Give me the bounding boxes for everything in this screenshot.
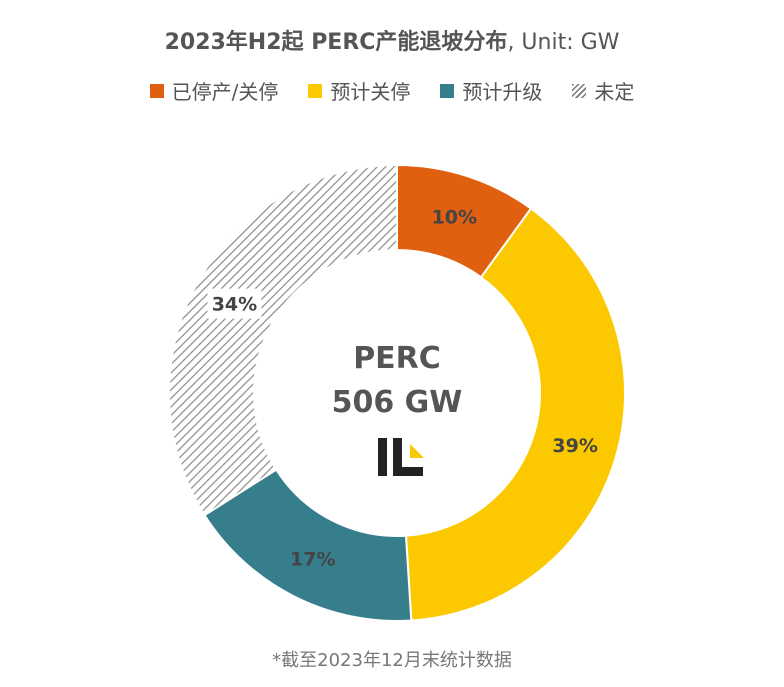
slice-label-text: 39% bbox=[552, 435, 597, 457]
legend-item-expected-upgrade: 预计升级 bbox=[440, 76, 542, 105]
slice-label-background bbox=[207, 288, 262, 319]
donut-slices bbox=[168, 163, 626, 622]
center-label-total: 506 GW bbox=[332, 385, 463, 420]
chart-title-unit: , Unit: GW bbox=[507, 30, 620, 55]
legend-item-expected-shutdown: 预计关停 bbox=[308, 76, 410, 105]
slice-label-text: 10% bbox=[432, 207, 477, 229]
legend-item-stopped: 已停产/关停 bbox=[149, 76, 279, 105]
chart-legend: 已停产/关停 预计关停 预计升级 未定 bbox=[0, 76, 784, 105]
legend-swatch-expected-upgrade bbox=[440, 83, 455, 98]
legend-swatch-expected-shutdown bbox=[308, 83, 323, 98]
slice-label-undecided: 34% bbox=[207, 288, 262, 319]
chart-title: 2023年H2起 PERC产能退坡分布, Unit: GW bbox=[0, 24, 784, 56]
slice-label-text: 17% bbox=[290, 548, 335, 570]
chart-title-main: 2023年H2起 PERC产能退坡分布 bbox=[164, 30, 508, 55]
legend-swatch-undecided bbox=[572, 83, 587, 98]
slice-label-expected-upgrade: 17% bbox=[290, 548, 335, 570]
slice-label-expected-shutdown: 39% bbox=[552, 435, 597, 457]
legend-label-expected-shutdown: 预计关停 bbox=[330, 80, 411, 104]
slice-label-stopped: 10% bbox=[432, 207, 477, 229]
footnote: *截至2023年12月末统计数据 bbox=[272, 650, 512, 671]
logo-icon bbox=[378, 438, 424, 476]
legend-label-undecided: 未定 bbox=[594, 80, 635, 104]
legend-label-expected-upgrade: 预计升级 bbox=[462, 80, 543, 104]
legend-swatch-stopped bbox=[149, 83, 164, 98]
slice-expected-shutdown bbox=[404, 207, 626, 622]
slice-label-text: 34% bbox=[212, 294, 257, 316]
legend-label-stopped: 已停产/关停 bbox=[171, 80, 279, 104]
donut-slice-labels: 10% 39% 17% 34% bbox=[207, 207, 598, 570]
center-label-type: PERC bbox=[353, 341, 441, 376]
legend-item-undecided: 未定 bbox=[572, 76, 634, 105]
slice-undecided bbox=[168, 163, 398, 517]
